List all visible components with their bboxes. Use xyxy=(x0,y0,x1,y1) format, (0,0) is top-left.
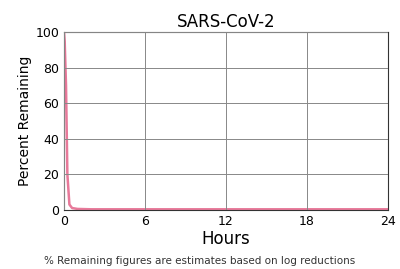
X-axis label: Hours: Hours xyxy=(202,231,250,249)
Title: SARS-CoV-2: SARS-CoV-2 xyxy=(177,13,275,31)
Y-axis label: Percent Remaining: Percent Remaining xyxy=(18,56,32,186)
Text: % Remaining figures are estimates based on log reductions: % Remaining figures are estimates based … xyxy=(44,256,356,266)
